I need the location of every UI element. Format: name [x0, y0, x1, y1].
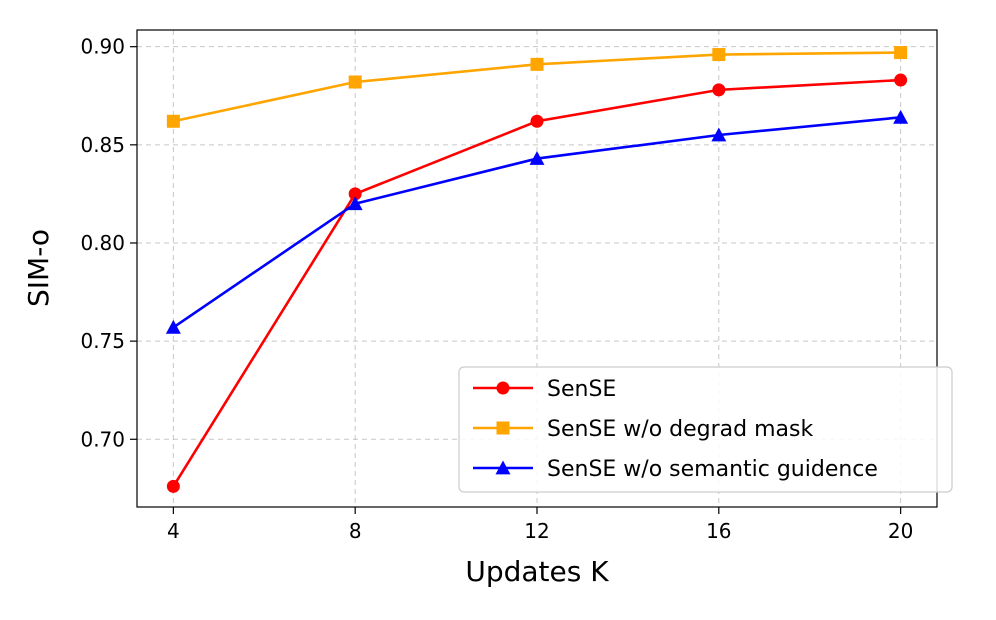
legend-marker	[496, 381, 510, 395]
data-point-marker	[347, 196, 363, 211]
y-tick-label: 0.75	[80, 329, 125, 353]
x-tick-label: 16	[706, 519, 731, 543]
x-tick-label: 20	[888, 519, 913, 543]
legend-item: SenSE	[473, 377, 616, 402]
legend-item: SenSE w/o degrad mask	[473, 417, 813, 442]
y-axis-title: SIM-o	[22, 229, 55, 307]
data-point-marker	[529, 151, 545, 165]
legend-marker	[495, 460, 511, 475]
x-tick-label: 4	[167, 519, 180, 543]
data-point-marker	[530, 57, 544, 71]
series-2	[166, 46, 908, 128]
data-point-marker	[348, 75, 362, 89]
data-point-marker	[712, 83, 726, 97]
legend-marker	[496, 421, 510, 435]
legend-label: SenSE w/o degrad mask	[547, 417, 813, 442]
series-3	[165, 109, 909, 334]
data-point-marker	[894, 73, 908, 87]
data-point-marker	[530, 114, 544, 128]
data-point-marker	[893, 109, 909, 124]
data-point-marker	[166, 479, 180, 493]
data-point-marker	[711, 127, 727, 142]
series-layer	[165, 46, 909, 493]
y-tick-label: 0.80	[80, 231, 125, 255]
tick-layer: 4 8 12 16 20 0.70 0.75 0.80 0.85 0.90	[80, 35, 913, 543]
data-point-marker	[166, 114, 180, 128]
data-point-marker	[712, 48, 726, 62]
x-axis-title: Updates K	[465, 555, 609, 588]
y-tick-label: 0.90	[80, 35, 125, 59]
y-tick-label: 0.85	[80, 133, 125, 157]
legend-label: SenSE w/o semantic guidence	[547, 457, 878, 482]
y-tick-label: 0.70	[80, 427, 125, 451]
series-1	[166, 73, 908, 493]
legend-item: SenSE w/o semantic guidence	[473, 457, 878, 482]
legend: SenSE SenSE w/o degrad mask SenSE w/o sema…	[458, 366, 953, 493]
data-point-marker	[894, 46, 908, 60]
legend-label: SenSE	[547, 377, 616, 402]
legend-box	[458, 366, 953, 493]
x-tick-label: 8	[349, 519, 362, 543]
data-point-marker	[165, 319, 181, 334]
x-tick-label: 12	[524, 519, 549, 543]
data-point-marker	[348, 187, 362, 201]
